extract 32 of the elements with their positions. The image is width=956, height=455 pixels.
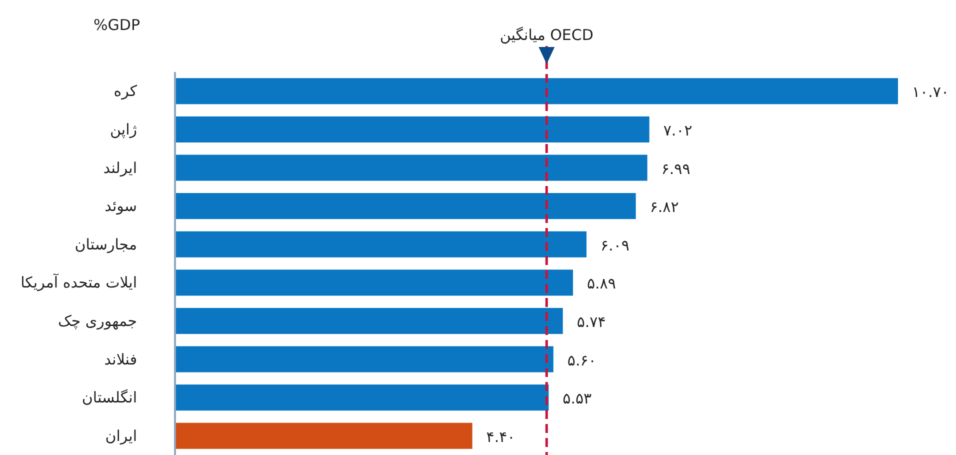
bar bbox=[175, 193, 636, 220]
y-tick-label: سوئد bbox=[104, 197, 137, 216]
data-label: ۱۰.۷۰ bbox=[912, 83, 949, 102]
bar bbox=[175, 346, 554, 372]
bar bbox=[175, 78, 898, 104]
y-tick-label: ژاپن bbox=[110, 120, 137, 138]
y-tick-label: ایران bbox=[105, 426, 137, 445]
data-label: ۵.۶۰ bbox=[567, 351, 596, 370]
bar bbox=[175, 308, 563, 334]
y-tick-label: مجارستان bbox=[74, 235, 137, 254]
data-label: ۶.۹۹ bbox=[661, 160, 690, 178]
y-tick-label: کره bbox=[114, 82, 138, 100]
y-tick-label: جمهوری چک bbox=[58, 312, 137, 330]
ref-line-label: میانگین OECD bbox=[500, 26, 594, 44]
data-label: ۶.۰۹ bbox=[600, 236, 630, 254]
bar bbox=[175, 231, 586, 258]
data-label: ۵.۵۳ bbox=[562, 390, 592, 408]
bar bbox=[175, 116, 650, 142]
y-tick-label: ایلات متحده آمریکا bbox=[20, 272, 137, 292]
bar bbox=[175, 422, 472, 449]
y-tick-label: فنلاند bbox=[104, 350, 137, 368]
y-tick-label: انگلستان bbox=[82, 388, 137, 407]
data-label: ۵.۷۴ bbox=[576, 312, 606, 331]
data-label: ۷.۰۲ bbox=[663, 121, 692, 140]
text: %GDP bbox=[94, 16, 140, 34]
bar bbox=[175, 384, 549, 411]
bar bbox=[175, 270, 573, 296]
bar bbox=[175, 154, 648, 181]
data-label: ۶.۸۲ bbox=[650, 198, 679, 216]
y-tick-label: ایرلند bbox=[103, 158, 137, 177]
data-label: ۴.۴۰ bbox=[486, 428, 516, 446]
data-label: ۵.۸۹ bbox=[586, 274, 616, 293]
